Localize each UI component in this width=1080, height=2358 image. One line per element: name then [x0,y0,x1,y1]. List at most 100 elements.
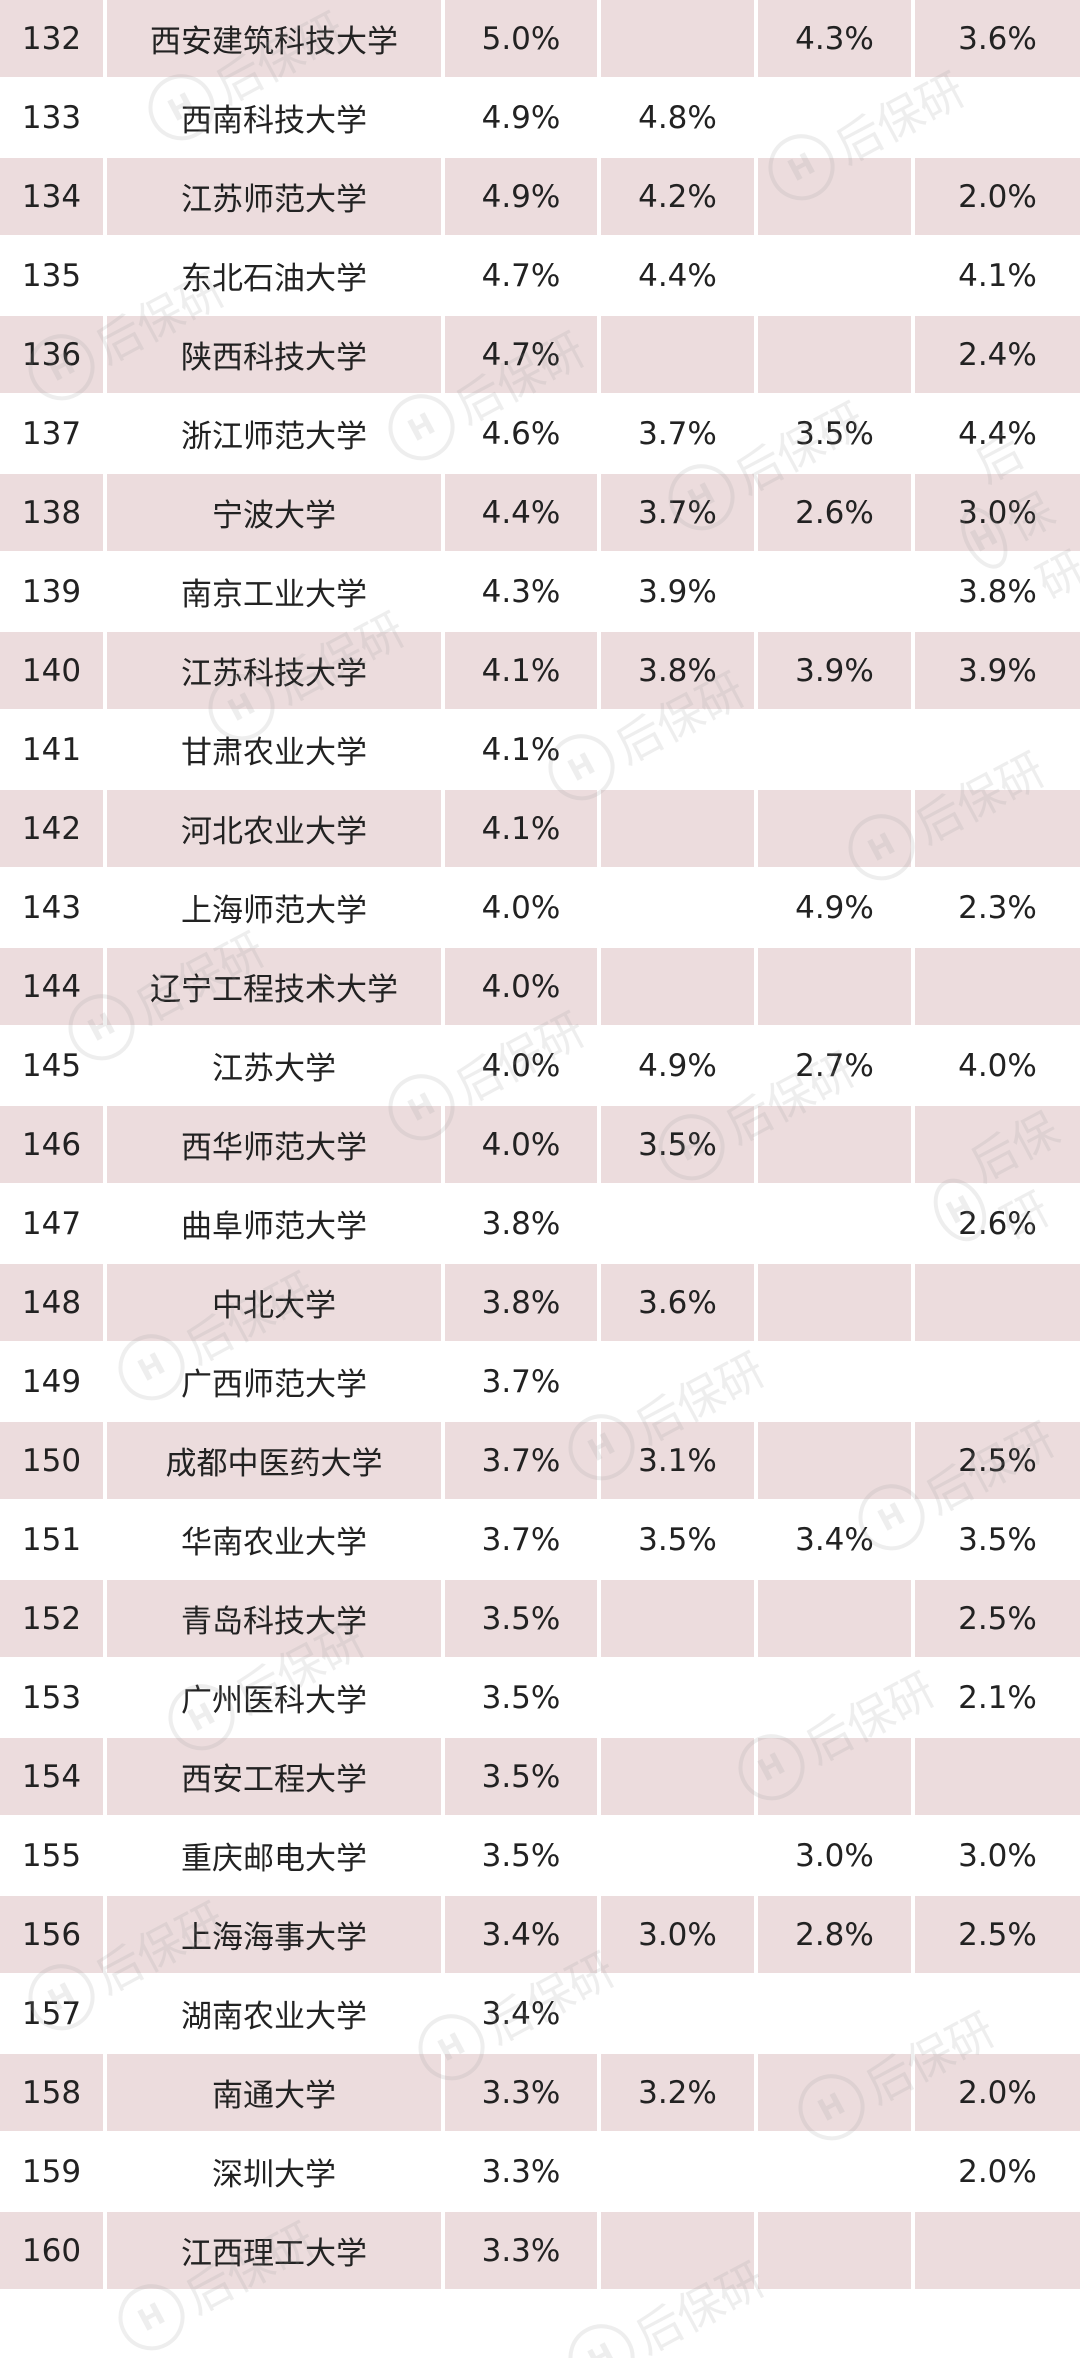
table-row: 159 深圳大学 3.3% 2.0% [0,2133,1080,2212]
university-name-cell: 江西理工大学 [107,2212,445,2289]
value-col-1-cell: 3.4% [445,1975,601,2052]
value-col-3-cell [758,316,915,393]
value-col-3-cell [758,2133,915,2210]
value-col-4-cell: 3.0% [915,1817,1080,1894]
table-row: 133 西南科技大学 4.9% 4.8% [0,79,1080,158]
rank-cell: 141 [0,711,107,788]
rank-cell: 155 [0,1817,107,1894]
value-col-4-cell: 2.4% [915,316,1080,393]
value-col-3-cell: 4.9% [758,869,915,946]
value-col-3-cell [758,1738,915,1815]
value-col-3-cell [758,1422,915,1499]
value-col-2-cell: 4.2% [601,158,758,235]
value-col-4-cell: 4.1% [915,237,1080,314]
rank-cell: 149 [0,1343,107,1420]
value-col-4-cell [915,1106,1080,1183]
university-name-cell: 广西师范大学 [107,1343,445,1420]
university-name-cell: 宁波大学 [107,474,445,551]
rank-cell: 160 [0,2212,107,2289]
value-col-1-cell: 4.1% [445,790,601,867]
university-name-cell: 西南科技大学 [107,79,445,156]
university-name-cell: 深圳大学 [107,2133,445,2210]
value-col-2-cell: 3.0% [601,1896,758,1973]
university-name-cell: 辽宁工程技术大学 [107,948,445,1025]
rank-cell: 138 [0,474,107,551]
rank-cell: 139 [0,553,107,630]
rank-cell: 136 [0,316,107,393]
university-name-cell: 华南农业大学 [107,1501,445,1578]
value-col-2-cell [601,316,758,393]
value-col-1-cell: 4.0% [445,948,601,1025]
value-col-3-cell: 3.4% [758,1501,915,1578]
value-col-2-cell: 3.2% [601,2054,758,2131]
rank-cell: 153 [0,1659,107,1736]
value-col-3-cell: 2.8% [758,1896,915,1973]
value-col-4-cell: 2.5% [915,1422,1080,1499]
rank-cell: 151 [0,1501,107,1578]
value-col-3-cell [758,1264,915,1341]
value-col-2-cell: 4.4% [601,237,758,314]
value-col-3-cell [758,1659,915,1736]
university-name-cell: 江苏科技大学 [107,632,445,709]
value-col-3-cell [758,1343,915,1420]
university-name-cell: 广州医科大学 [107,1659,445,1736]
value-col-2-cell [601,1659,758,1736]
value-col-4-cell: 2.6% [915,1185,1080,1262]
university-name-cell: 曲阜师范大学 [107,1185,445,1262]
table-row: 149 广西师范大学 3.7% [0,1343,1080,1422]
value-col-4-cell [915,948,1080,1025]
rank-cell: 150 [0,1422,107,1499]
value-col-4-cell [915,2212,1080,2289]
value-col-4-cell [915,1738,1080,1815]
table-row: 150 成都中医药大学 3.7% 3.1% 2.5% [0,1422,1080,1501]
value-col-4-cell [915,1975,1080,2052]
university-name-cell: 青岛科技大学 [107,1580,445,1657]
university-name-cell: 江苏大学 [107,1027,445,1104]
table-row: 157 湖南农业大学 3.4% [0,1975,1080,2054]
table-row: 153 广州医科大学 3.5% 2.1% [0,1659,1080,1738]
value-col-1-cell: 3.7% [445,1501,601,1578]
value-col-2-cell: 3.7% [601,474,758,551]
table-row: 144 辽宁工程技术大学 4.0% [0,948,1080,1027]
table-row: 147 曲阜师范大学 3.8% 2.6% [0,1185,1080,1264]
table-row: 137 浙江师范大学 4.6% 3.7% 3.5% 4.4% [0,395,1080,474]
watermark-logo-icon: H [556,2312,647,2358]
value-col-4-cell: 2.1% [915,1659,1080,1736]
value-col-4-cell: 2.5% [915,1896,1080,1973]
rank-cell: 142 [0,790,107,867]
table-row: 158 南通大学 3.3% 3.2% 2.0% [0,2054,1080,2133]
value-col-1-cell: 4.0% [445,1027,601,1104]
table-row: 155 重庆邮电大学 3.5% 3.0% 3.0% [0,1817,1080,1896]
university-name-cell: 上海师范大学 [107,869,445,946]
table-row: 156 上海海事大学 3.4% 3.0% 2.8% 2.5% [0,1896,1080,1975]
rank-cell: 158 [0,2054,107,2131]
table-row: 148 中北大学 3.8% 3.6% [0,1264,1080,1343]
value-col-2-cell [601,1580,758,1657]
value-col-1-cell: 4.9% [445,79,601,156]
value-col-1-cell: 3.3% [445,2212,601,2289]
value-col-3-cell: 2.7% [758,1027,915,1104]
value-col-4-cell: 3.6% [915,0,1080,77]
value-col-2-cell [601,0,758,77]
value-col-4-cell: 4.0% [915,1027,1080,1104]
value-col-2-cell: 3.5% [601,1106,758,1183]
value-col-1-cell: 3.7% [445,1343,601,1420]
value-col-1-cell: 3.5% [445,1738,601,1815]
value-col-4-cell: 4.4% [915,395,1080,472]
value-col-3-cell: 2.6% [758,474,915,551]
university-name-cell: 成都中医药大学 [107,1422,445,1499]
value-col-2-cell [601,790,758,867]
rank-cell: 140 [0,632,107,709]
university-name-cell: 中北大学 [107,1264,445,1341]
value-col-2-cell [601,1817,758,1894]
university-name-cell: 南京工业大学 [107,553,445,630]
value-col-3-cell: 3.9% [758,632,915,709]
value-col-4-cell: 3.5% [915,1501,1080,1578]
rank-cell: 156 [0,1896,107,1973]
value-col-1-cell: 4.7% [445,237,601,314]
value-col-4-cell: 2.3% [915,869,1080,946]
value-col-2-cell [601,1185,758,1262]
value-col-4-cell [915,1264,1080,1341]
rank-cell: 157 [0,1975,107,2052]
value-col-2-cell: 3.6% [601,1264,758,1341]
